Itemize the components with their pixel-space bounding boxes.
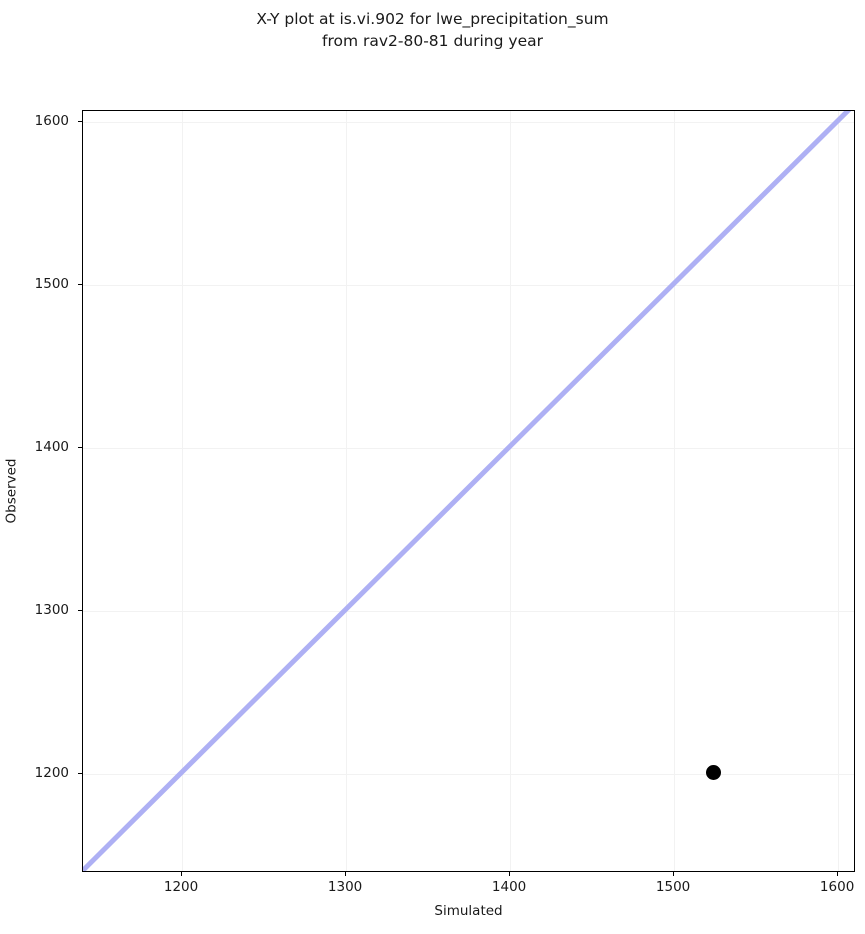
y-axis-tick bbox=[78, 610, 82, 612]
gridline-horizontal bbox=[83, 285, 854, 287]
x-axis-tick bbox=[673, 872, 675, 876]
plot-area bbox=[82, 110, 855, 872]
y-axis-tick-label: 1600 bbox=[34, 113, 69, 130]
gridline-vertical bbox=[838, 111, 840, 871]
x-axis-tick-label: 1600 bbox=[819, 879, 855, 895]
y-axis-label-text: Observed bbox=[3, 458, 20, 524]
x-axis-tick-label: 1400 bbox=[491, 879, 527, 895]
y-axis-tick bbox=[78, 447, 82, 449]
y-axis-tick-label: 1500 bbox=[34, 276, 69, 293]
y-axis-tick-label: 1400 bbox=[34, 439, 69, 456]
gridline-vertical bbox=[182, 111, 184, 871]
y-axis-tick bbox=[78, 121, 82, 123]
chart-title: X-Y plot at is.vi.902 for lwe_precipitat… bbox=[256, 10, 609, 50]
gridline-horizontal bbox=[83, 122, 854, 124]
gridline-horizontal bbox=[83, 773, 854, 775]
y-axis-tick bbox=[78, 772, 82, 774]
x-axis-tick-label: 1300 bbox=[327, 879, 363, 895]
data-point bbox=[705, 764, 721, 780]
x-axis-tick bbox=[837, 872, 839, 876]
y-axis-label: Observed bbox=[0, 110, 22, 872]
gridline-vertical bbox=[510, 111, 512, 871]
gridline-horizontal bbox=[83, 611, 854, 613]
x-axis-tick-label: 1200 bbox=[163, 879, 199, 895]
y-axis-tick-label: 1200 bbox=[34, 764, 69, 781]
x-axis-tick bbox=[345, 872, 347, 876]
x-axis-tick-label: 1500 bbox=[655, 879, 691, 895]
one-to-one-line bbox=[83, 111, 854, 871]
y-axis-tick bbox=[78, 284, 82, 286]
x-axis-tick bbox=[509, 872, 511, 876]
y-axis-tick-label: 1300 bbox=[34, 602, 69, 619]
gridline-horizontal bbox=[83, 448, 854, 450]
x-axis-tick bbox=[181, 872, 183, 876]
x-axis-label: Simulated bbox=[434, 903, 503, 919]
gridline-vertical bbox=[346, 111, 348, 871]
gridline-vertical bbox=[674, 111, 676, 871]
